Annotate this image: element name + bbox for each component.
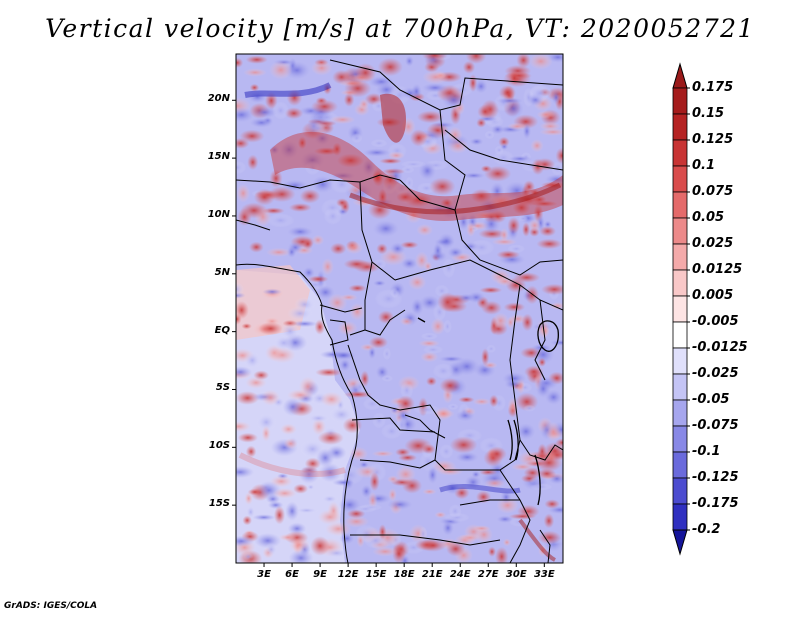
- colorbar-bin: [672, 165, 688, 193]
- colorbar-bin: [672, 243, 688, 271]
- colorbar-label: 0.05: [692, 210, 725, 225]
- colorbar-bin: [672, 217, 688, 245]
- colorbar-top-arrow: [672, 62, 688, 89]
- colorbar-bin: [672, 373, 688, 401]
- colorbar-label: 0.1: [692, 158, 716, 173]
- lon-tick-label: 15E: [365, 569, 387, 580]
- colorbar-bin: [672, 191, 688, 219]
- colorbar: [672, 62, 690, 556]
- colorbar-bin: [672, 503, 688, 531]
- colorbar-label: 0.005: [692, 288, 734, 303]
- colorbar-bin: [672, 113, 688, 141]
- lat-tick-label: EQ: [214, 324, 230, 336]
- lakes: [417, 317, 559, 506]
- colorbar-label: 0.075: [692, 184, 734, 199]
- colorbar-label: -0.05: [692, 392, 730, 407]
- colorbar-bin: [672, 451, 688, 479]
- colorbar-label: -0.175: [692, 496, 739, 511]
- lat-tick-label: 15S: [208, 498, 230, 510]
- colorbar-label: -0.2: [692, 522, 721, 537]
- colorbar-label: -0.1: [692, 444, 721, 459]
- colorbar-bin: [672, 477, 688, 505]
- colorbar-bin: [672, 139, 688, 167]
- colorbar-bin: [672, 399, 688, 427]
- colorbar-label: 0.025: [692, 236, 734, 251]
- lon-tick-label: 6E: [285, 569, 299, 580]
- lon-ticks: [263, 563, 545, 567]
- country-boundaries: [236, 59, 563, 563]
- colorbar-label: 0.15: [692, 106, 725, 121]
- colorbar-label: -0.025: [692, 366, 739, 381]
- colorbar-label: -0.005: [692, 314, 739, 329]
- lat-tick-label: 15N: [207, 151, 230, 163]
- lat-ticks: [232, 99, 236, 506]
- colorbar-bin: [672, 425, 688, 453]
- colorbar-label: 0.175: [692, 80, 734, 95]
- colorbar-bin: [672, 295, 688, 323]
- lat-tick-label: 10S: [208, 440, 230, 452]
- lon-tick-label: 3E: [257, 569, 271, 580]
- lon-tick-label: 27E: [477, 569, 499, 580]
- map-frame: [235, 53, 564, 564]
- chart-title: Vertical velocity [m/s] at 700hPa, VT: 2…: [45, 14, 755, 43]
- lon-tick-label: 12E: [337, 569, 359, 580]
- colorbar-label: -0.125: [692, 470, 739, 485]
- grads-credit: GrADS: IGES/COLA: [4, 601, 98, 611]
- colorbar-label: 0.0125: [692, 262, 743, 277]
- lat-tick-label: 5S: [215, 382, 230, 394]
- lon-tick-label: 24E: [449, 569, 471, 580]
- colorbar-bin: [672, 321, 688, 349]
- lon-tick-label: 30E: [505, 569, 527, 580]
- colorbar-bottom-arrow: [672, 529, 688, 556]
- colorbar-label: 0.125: [692, 132, 734, 147]
- lat-tick-label: 10N: [207, 208, 230, 220]
- colorbar-bin: [672, 87, 688, 115]
- lat-tick-label: 20N: [207, 93, 230, 105]
- colorbar-label: -0.0125: [692, 340, 748, 355]
- lon-tick-label: 33E: [533, 569, 555, 580]
- lon-tick-label: 9E: [313, 569, 327, 580]
- velocity-field: [236, 54, 563, 563]
- colorbar-bin: [672, 269, 688, 297]
- lon-tick-label: 18E: [393, 569, 415, 580]
- colorbar-bin: [672, 347, 688, 375]
- colorbar-label: -0.075: [692, 418, 739, 433]
- lon-tick-label: 21E: [421, 569, 443, 580]
- lat-tick-label: 5N: [214, 266, 230, 278]
